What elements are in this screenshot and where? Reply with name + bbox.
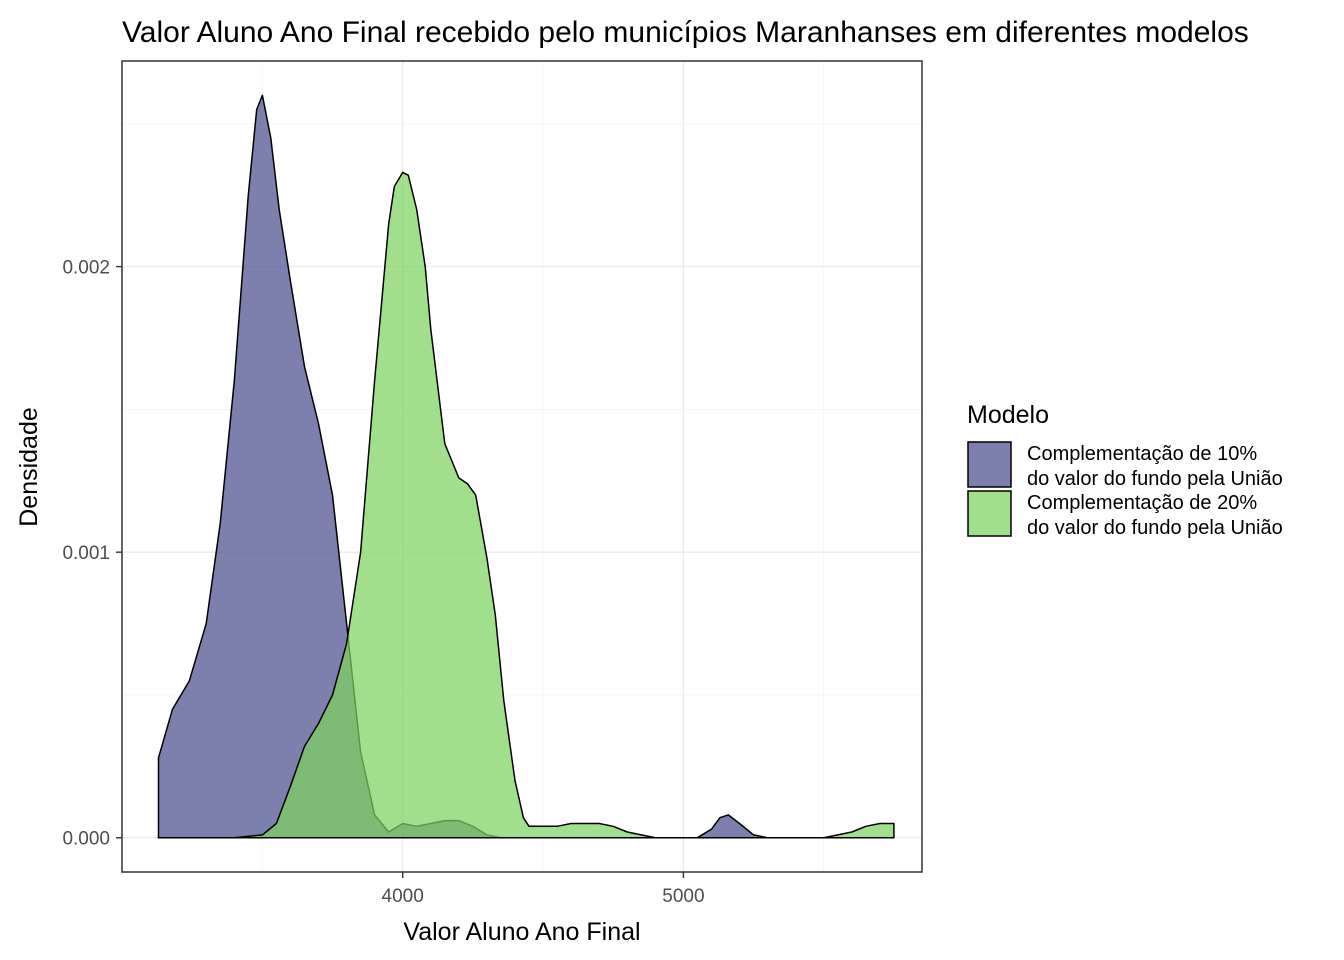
chart-title: Valor Aluno Ano Final recebido pelo muni… — [122, 16, 1249, 49]
x-axis-title: Valor Aluno Ano Final — [403, 918, 640, 946]
legend-items: Complementação de 10% do valor do fundo p… — [967, 441, 1283, 539]
density-areas — [157, 94, 895, 839]
y-tick-label: 0.000 — [62, 829, 110, 850]
legend-key-series-1 — [967, 441, 1012, 488]
legend-label-series-2: do valor do fundo pela União — [1027, 517, 1283, 539]
y-axis-ticks: 0.000 0.001 0.002 — [62, 258, 122, 850]
legend-title: Modelo — [967, 401, 1049, 429]
y-tick-label: 0.001 — [62, 543, 110, 564]
y-tick-label: 0.002 — [62, 258, 110, 279]
legend: Modelo Complementação de 10% do valor do … — [967, 401, 1283, 539]
legend-label-series-2: Complementação de 20% — [1027, 492, 1257, 514]
x-axis-ticks: 4000 5000 — [382, 872, 705, 907]
legend-key-series-2 — [967, 490, 1012, 537]
x-tick-label: 5000 — [662, 886, 704, 907]
panel-border — [121, 60, 923, 873]
density-area-series-2 — [157, 171, 895, 839]
x-tick-label: 4000 — [382, 886, 424, 907]
y-axis-title: Densidade — [15, 407, 43, 527]
legend-label-series-1: do valor do fundo pela União — [1027, 468, 1283, 490]
legend-label-series-1: Complementação de 10% — [1027, 443, 1257, 465]
